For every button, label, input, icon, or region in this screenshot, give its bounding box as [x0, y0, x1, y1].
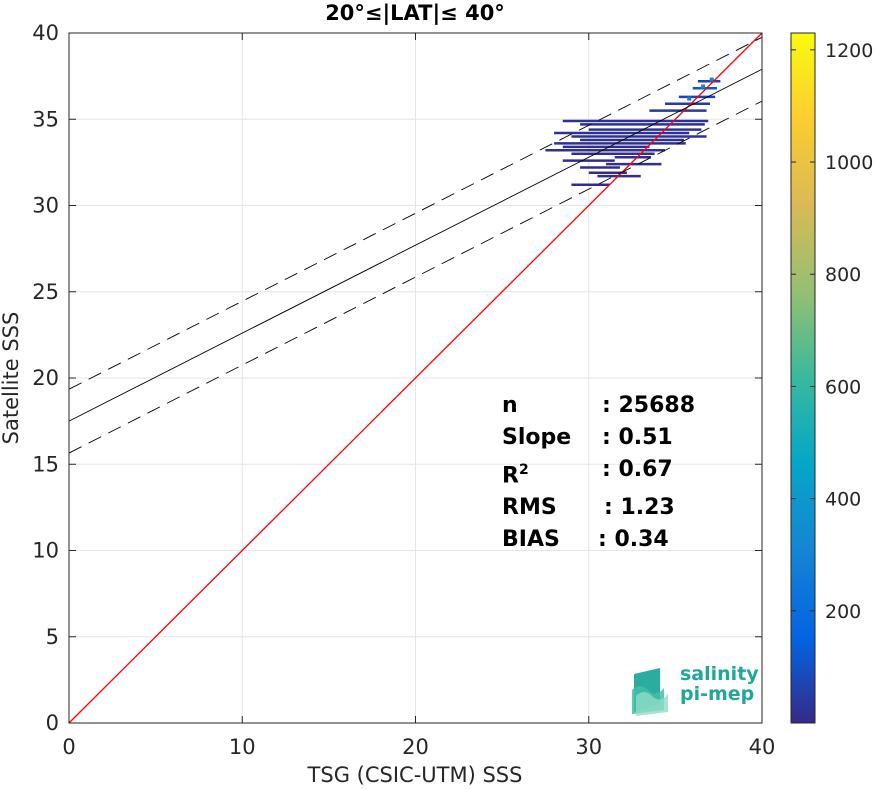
upper-bound-line [68, 36, 763, 390]
stat-row: RMS : 1.23 [502, 492, 675, 524]
colorbar-tick-label: 800 [825, 264, 861, 286]
chart-title: 20°≤|LAT|≤ 40° [325, 1, 505, 26]
stat-value: : 0.51 [602, 425, 673, 450]
stat-label-superscript: 2 [518, 462, 529, 478]
logo-line-pi-mep: pi-mep [680, 683, 755, 705]
identity-line [68, 32, 763, 724]
y-tick-label: 25 [32, 280, 59, 304]
x-axis-label: TSG (CSIC-UTM) SSS [307, 763, 523, 787]
y-axis-ticks: 0 5 10 15 20 25 30 35 40 [32, 21, 762, 735]
x-tick-label: 40 [749, 735, 776, 759]
logo-line-salinity: salinity [680, 663, 759, 685]
y-axis-label: Satellite SSS [0, 312, 23, 445]
stat-value: : 0.34 [598, 527, 669, 553]
stat-row: n : 25688 [502, 390, 695, 422]
y-tick-label: 40 [32, 21, 59, 45]
y-tick-label: 10 [32, 539, 59, 563]
stat-value: : 25688 [602, 393, 695, 418]
y-tick-label: 20 [32, 366, 59, 390]
x-axis-ticks: 0 10 20 30 40 [62, 33, 775, 759]
stat-label: RMS [502, 495, 557, 521]
stat-label: R2 [502, 462, 529, 489]
colorbar-tick-label: 1200 [825, 40, 873, 62]
lower-bound-line [68, 100, 763, 454]
colorbar-tick-label: 400 [825, 489, 861, 511]
stat-row: Slope : 0.51 [502, 422, 673, 454]
stat-value: : 0.67 [602, 457, 673, 482]
x-tick-label: 10 [229, 735, 256, 759]
colorbar-tick-label: 1000 [825, 152, 873, 174]
statistics-box: n : 25688 Slope : 0.51 R2 : 0.67 RMS : 1.23 BIAS… [502, 390, 695, 556]
logo-wave-icon [632, 668, 668, 716]
stat-label: n [502, 393, 518, 418]
regression-line [68, 68, 763, 422]
stat-value: : 1.23 [604, 495, 675, 521]
colorbar-ticks: 200 400 600 800 1000 1200 [791, 40, 873, 623]
density-points [545, 77, 721, 187]
x-tick-label: 0 [62, 735, 75, 759]
colorbar-tick-label: 200 [825, 601, 861, 623]
stat-row: BIAS : 0.34 [502, 524, 669, 556]
salinity-pi-mep-logo: salinity pi-mep [630, 664, 760, 716]
y-tick-label: 0 [46, 711, 59, 735]
stat-label: Slope [502, 425, 572, 450]
x-tick-label: 30 [575, 735, 602, 759]
y-tick-label: 15 [32, 452, 59, 476]
density-point [701, 84, 706, 89]
density-point [709, 77, 714, 82]
regression-lines [68, 32, 763, 724]
x-tick-label: 20 [402, 735, 429, 759]
y-tick-label: 30 [32, 194, 59, 218]
y-tick-label: 35 [32, 107, 59, 131]
density-point [687, 96, 692, 101]
colorbar-tick-label: 600 [825, 376, 861, 398]
stat-row: R2 : 0.67 [502, 454, 673, 492]
stat-label: BIAS [502, 527, 560, 553]
colorbar [790, 32, 816, 724]
y-tick-label: 5 [46, 625, 59, 649]
